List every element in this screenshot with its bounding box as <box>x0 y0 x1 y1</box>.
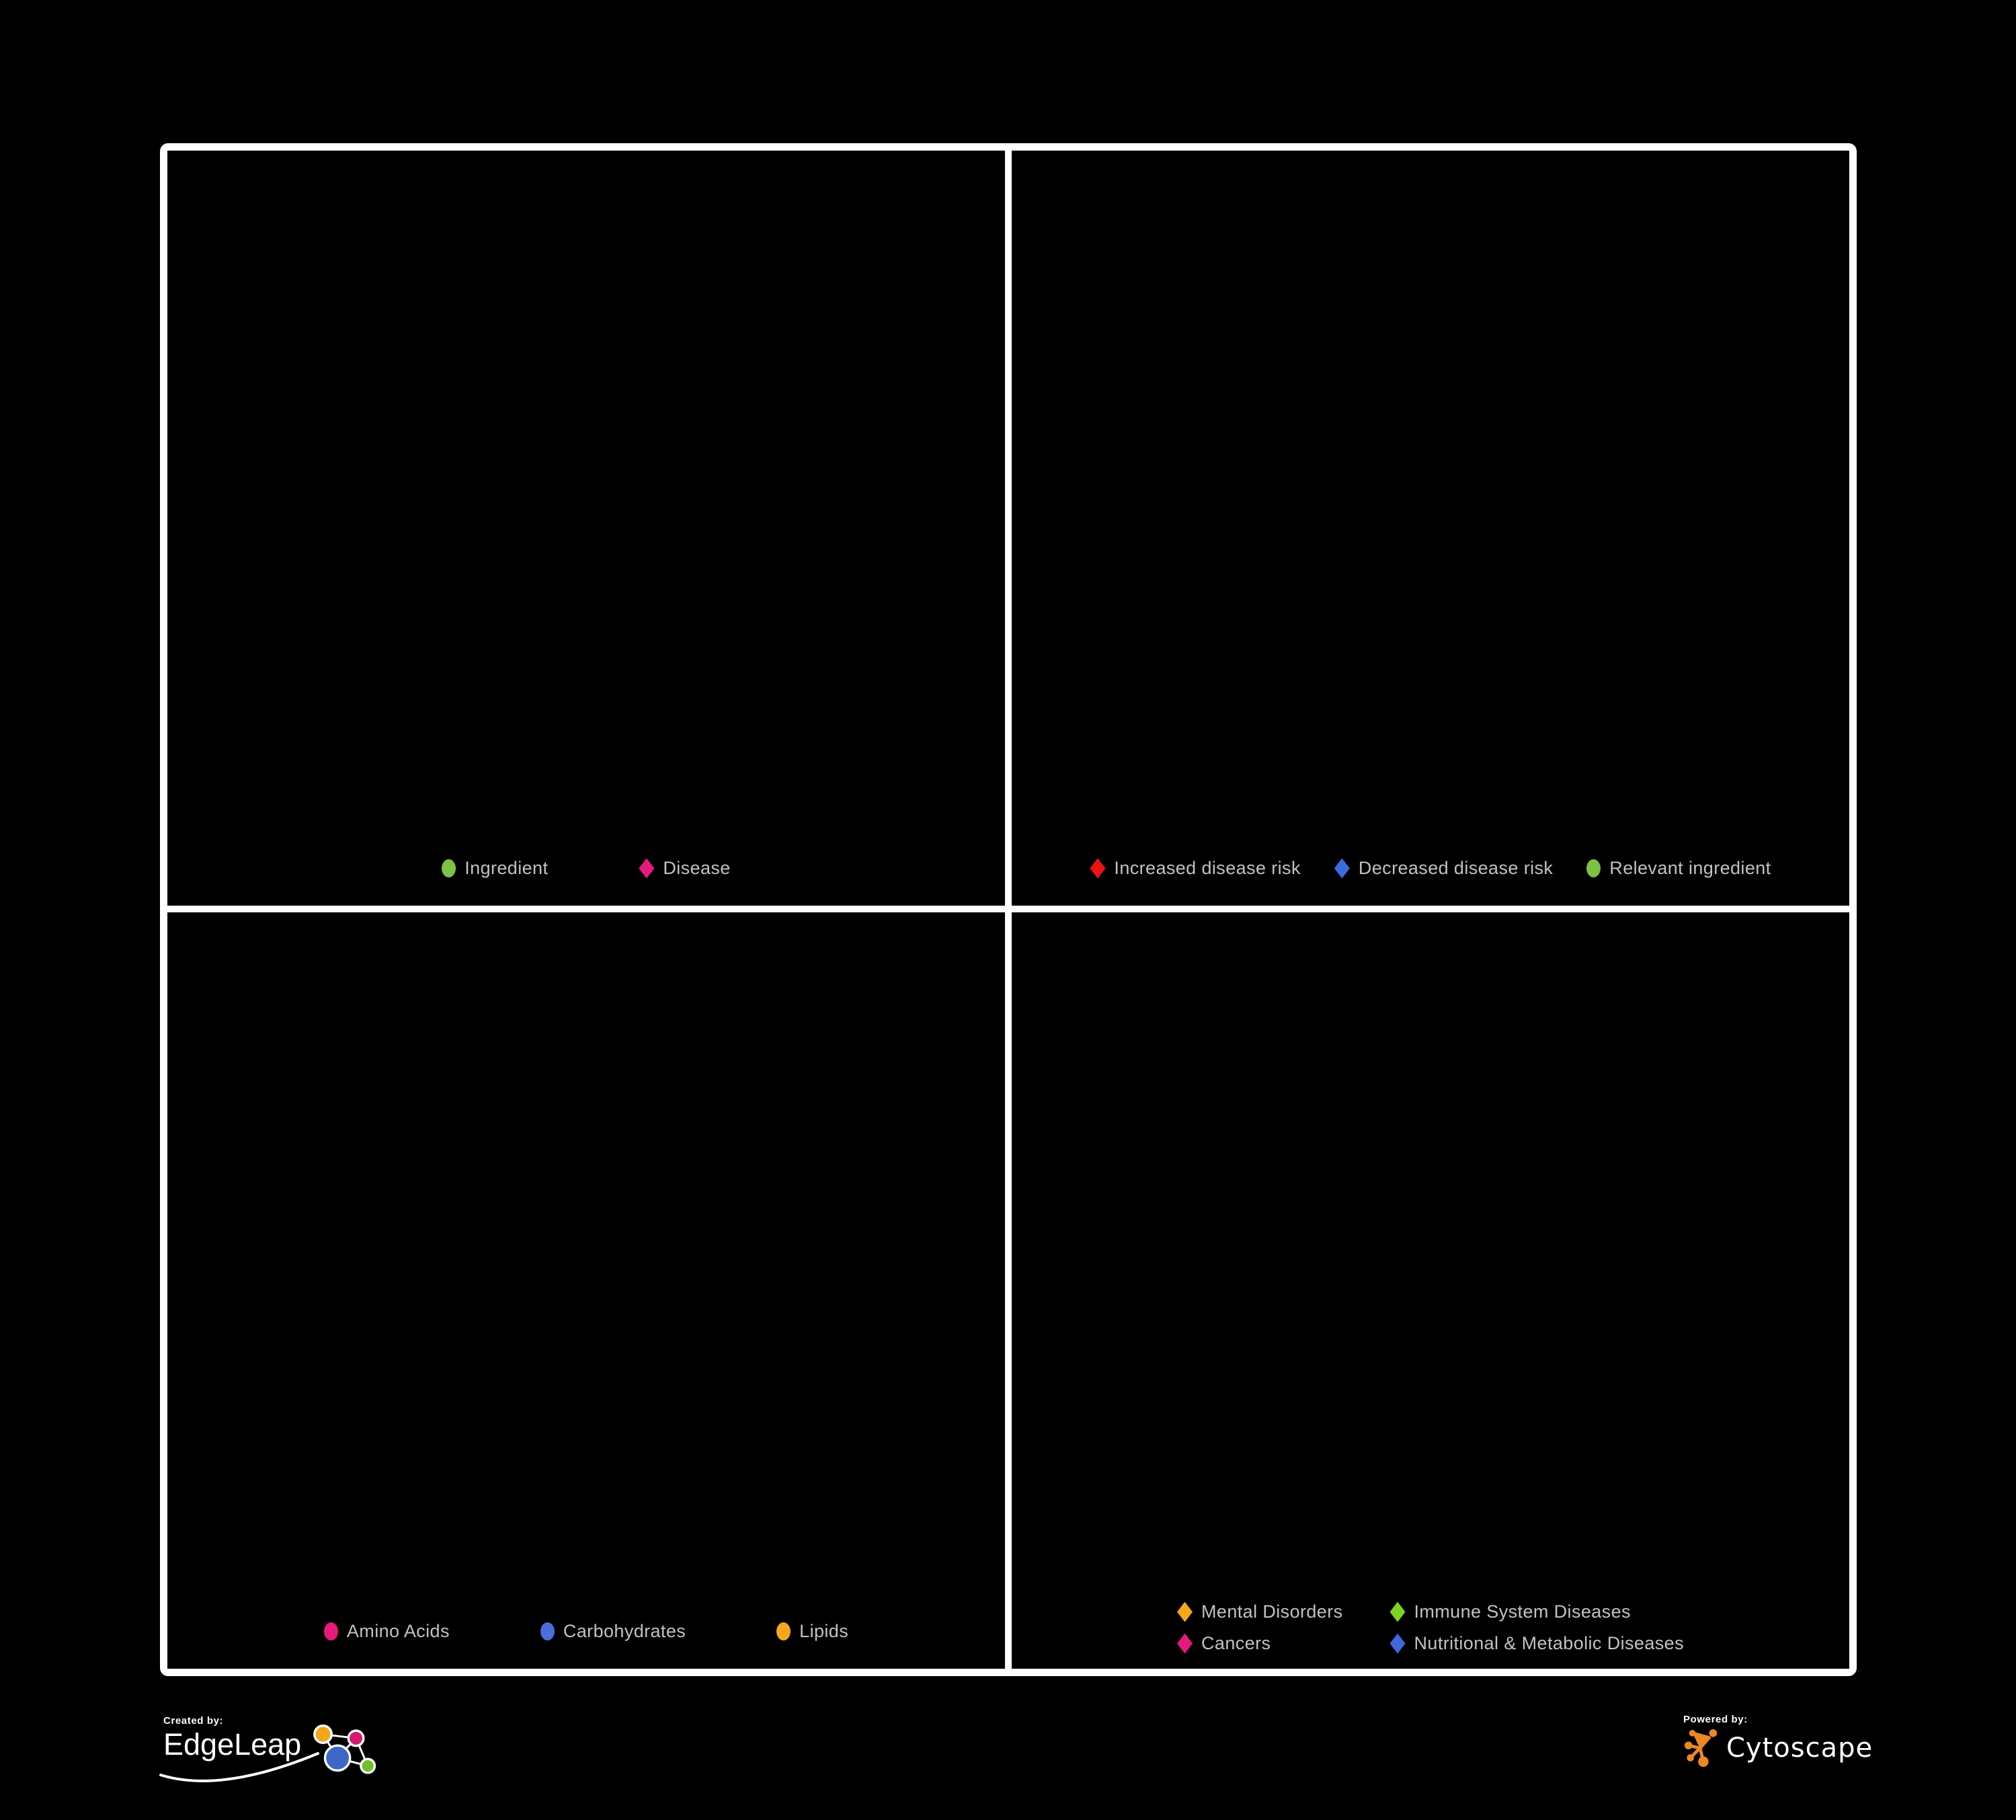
legend-label-relevant: Relevant ingredient <box>1609 858 1771 878</box>
circle-swatch-icon-ingredient <box>442 859 456 877</box>
legend-label-immune: Immune System Diseases <box>1414 1601 1631 1622</box>
legend-disease-categories: Mental Disorders Immune System Diseases Ca… <box>1012 1601 1849 1654</box>
cytoscape-logo-text: Cytoscape <box>1726 1733 1873 1764</box>
legend-item-carbs: Carbohydrates <box>540 1621 686 1642</box>
panel-macronutrients: Amino Acids Carbohydrates Lipids <box>167 912 1005 1669</box>
edgeleap-logo-text: EdgeLeap <box>163 1727 302 1762</box>
legend-label-nutritional: Nutritional & Metabolic Diseases <box>1414 1633 1684 1653</box>
legend-label-amino: Amino Acids <box>346 1621 450 1641</box>
legend-label-lipids: Lipids <box>799 1621 849 1641</box>
created-by-label: Created by: <box>163 1715 224 1727</box>
cytoscape-branding: Powered by: Cytoscape <box>1683 1714 1873 1768</box>
diamond-swatch-icon-mental <box>1177 1601 1193 1622</box>
legend-item-cancers: Cancers <box>1177 1633 1342 1654</box>
circle-swatch-icon-relevant <box>1586 859 1601 877</box>
legend-label-cancers: Cancers <box>1201 1633 1271 1653</box>
panel-ingredient-disease: Ingredient Disease <box>167 151 1005 906</box>
legend-item-relevant: Relevant ingredient <box>1586 858 1771 879</box>
legend-item-disease: Disease <box>639 858 730 879</box>
legend-label-decreased: Decreased disease risk <box>1358 858 1554 878</box>
legend-label-carbs: Carbohydrates <box>563 1621 686 1641</box>
network-canvas-disease-risk <box>1012 151 1849 906</box>
edgeleap-swoosh-icon <box>159 1752 319 1782</box>
legend-item-nutritional: Nutritional & Metabolic Diseases <box>1389 1633 1684 1654</box>
figure-frame: Ingredient Disease Increased disease risk… <box>160 143 1857 1676</box>
edgeleap-branding: Created by: EdgeLeap <box>159 1715 378 1783</box>
circle-swatch-icon-amino <box>323 1622 338 1640</box>
diamond-swatch-icon-immune <box>1389 1601 1406 1622</box>
panel-disease-risk: Increased disease risk Decreased disease … <box>1012 151 1849 906</box>
diamond-swatch-icon-increased <box>1090 858 1106 879</box>
diamond-swatch-icon-cancers <box>1177 1633 1193 1654</box>
diamond-swatch-icon-decreased <box>1334 858 1350 879</box>
network-canvas-ingredient-disease <box>167 151 1005 906</box>
diamond-swatch-icon-disease <box>639 858 655 879</box>
diamond-swatch-icon-nutritional <box>1389 1633 1406 1654</box>
legend-label-ingredient: Ingredient <box>465 858 549 878</box>
powered-by-label: Powered by: <box>1683 1714 1748 1725</box>
circle-swatch-icon-lipids <box>776 1622 791 1640</box>
legend-item-increased: Increased disease risk <box>1090 858 1300 879</box>
legend-item-lipids: Lipids <box>776 1621 848 1642</box>
legend-disease-risk: Increased disease risk Decreased disease … <box>1012 858 1849 879</box>
edgeleap-logo-icon <box>313 1725 376 1774</box>
legend-macronutrients: Amino Acids Carbohydrates Lipids <box>167 1621 1005 1642</box>
legend-item-decreased: Decreased disease risk <box>1334 858 1553 879</box>
network-canvas-macronutrients <box>167 912 1005 1669</box>
panel-disease-categories: Mental Disorders Immune System Diseases Ca… <box>1012 912 1849 1669</box>
legend-item-mental: Mental Disorders <box>1177 1601 1342 1622</box>
legend-label-disease: Disease <box>663 858 731 878</box>
legend-label-mental: Mental Disorders <box>1201 1601 1343 1622</box>
legend-item-immune: Immune System Diseases <box>1389 1601 1684 1622</box>
legend-ingredient-disease: Ingredient Disease <box>167 858 1005 879</box>
cytoscape-logo-icon <box>1684 1729 1718 1767</box>
network-canvas-disease-categories <box>1012 912 1849 1669</box>
legend-item-amino: Amino Acids <box>323 1621 450 1642</box>
legend-item-ingredient: Ingredient <box>442 858 548 879</box>
circle-swatch-icon-carbs <box>540 1622 555 1640</box>
legend-label-increased: Increased disease risk <box>1114 858 1301 878</box>
